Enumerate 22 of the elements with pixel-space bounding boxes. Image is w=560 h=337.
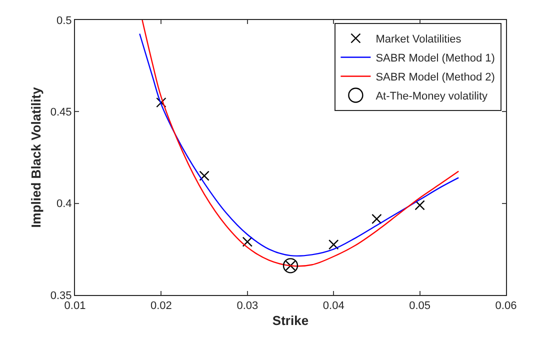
x-tick-label: 0.05 xyxy=(409,300,431,312)
x-tick-label: 0.01 xyxy=(64,300,86,312)
x-tick-label: 0.04 xyxy=(322,300,344,312)
y-tick-label: 0.5 xyxy=(56,14,72,27)
point xyxy=(199,170,210,181)
legend-label: SABR Model (Method 2) xyxy=(376,72,495,84)
y-tick-label: 0.35 xyxy=(50,290,72,302)
point xyxy=(414,200,425,210)
y-axis-title: Implied Black Volatility xyxy=(28,86,44,228)
y-tick-label: 0.4 xyxy=(56,198,72,210)
legend-label: Market Volatilities xyxy=(376,34,462,46)
point xyxy=(156,97,166,108)
legend-label: At-The-Money volatility xyxy=(376,90,488,103)
x-tick-label: 0.02 xyxy=(150,300,172,312)
x-axis-title: Strike xyxy=(272,312,309,328)
point xyxy=(242,236,252,247)
x-tick-label: 0.03 xyxy=(236,300,258,312)
x-tick-label: 0.06 xyxy=(495,300,517,312)
point xyxy=(328,239,339,250)
legend-label: SABR Model (Method 1) xyxy=(376,52,495,65)
point xyxy=(372,214,382,224)
y-tick-label: 0.45 xyxy=(50,106,72,119)
